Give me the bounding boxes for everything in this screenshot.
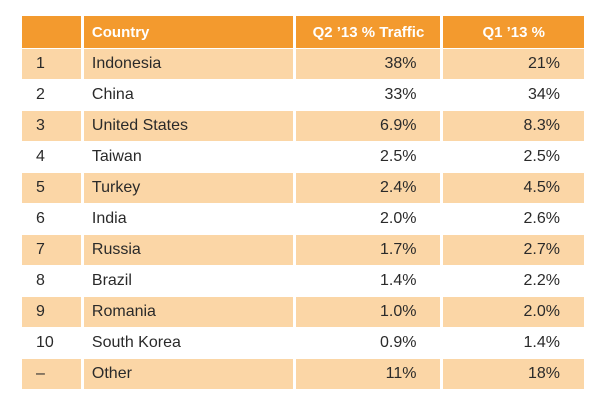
country-cell: Brazil (83, 265, 297, 296)
q2-traffic-cell: 6.9% (296, 110, 444, 141)
q1-traffic-cell: 2.7% (443, 234, 584, 265)
traffic-table-container: Country Q2 ’13 % Traffic Q1 ’13 % 1 Indon… (22, 16, 584, 389)
header-q1-traffic: Q1 ’13 % (443, 16, 584, 48)
q2-traffic-cell: 33% (296, 79, 444, 110)
table-row: 7 Russia 1.7% 2.7% (22, 234, 584, 265)
table-row: 2 China 33% 34% (22, 79, 584, 110)
rank-cell: 7 (22, 234, 84, 265)
table-row: 6 India 2.0% 2.6% (22, 203, 584, 234)
rank-cell: 2 (22, 79, 84, 110)
q1-traffic-cell: 8.3% (443, 110, 584, 141)
q1-traffic-cell: 1.4% (443, 327, 584, 358)
rank-cell: 1 (22, 48, 84, 79)
rank-cell: 4 (22, 141, 84, 172)
country-cell: Turkey (83, 172, 297, 203)
q2-traffic-cell: 2.4% (296, 172, 444, 203)
country-cell: United States (83, 110, 297, 141)
table-row: 1 Indonesia 38% 21% (22, 48, 584, 79)
table-row: 5 Turkey 2.4% 4.5% (22, 172, 584, 203)
q1-traffic-cell: 34% (443, 79, 584, 110)
table-row: 10 South Korea 0.9% 1.4% (22, 327, 584, 358)
q1-traffic-cell: 18% (443, 358, 584, 389)
q1-traffic-cell: 2.6% (443, 203, 584, 234)
country-cell: Taiwan (83, 141, 297, 172)
rank-cell: 6 (22, 203, 84, 234)
q1-traffic-cell: 4.5% (443, 172, 584, 203)
rank-cell: 8 (22, 265, 84, 296)
q1-traffic-cell: 21% (443, 48, 584, 79)
q2-traffic-cell: 38% (296, 48, 444, 79)
country-cell: Other (83, 358, 297, 389)
table-header-row: Country Q2 ’13 % Traffic Q1 ’13 % (22, 16, 584, 48)
table-row: – Other 11% 18% (22, 358, 584, 389)
q2-traffic-cell: 2.5% (296, 141, 444, 172)
traffic-by-country-table: Country Q2 ’13 % Traffic Q1 ’13 % 1 Indon… (22, 16, 584, 389)
q2-traffic-cell: 11% (296, 358, 444, 389)
country-cell: South Korea (83, 327, 297, 358)
q2-traffic-cell: 1.4% (296, 265, 444, 296)
q1-traffic-cell: 2.5% (443, 141, 584, 172)
country-cell: Romania (83, 296, 297, 327)
header-rank (22, 16, 84, 48)
header-country: Country (83, 16, 297, 48)
rank-cell: 5 (22, 172, 84, 203)
country-cell: Russia (83, 234, 297, 265)
q2-traffic-cell: 0.9% (296, 327, 444, 358)
table-row: 8 Brazil 1.4% 2.2% (22, 265, 584, 296)
rank-cell: 10 (22, 327, 84, 358)
q1-traffic-cell: 2.0% (443, 296, 584, 327)
rank-cell: 3 (22, 110, 84, 141)
table-row: 3 United States 6.9% 8.3% (22, 110, 584, 141)
country-cell: India (83, 203, 297, 234)
q2-traffic-cell: 1.7% (296, 234, 444, 265)
q2-traffic-cell: 2.0% (296, 203, 444, 234)
header-q2-traffic: Q2 ’13 % Traffic (296, 16, 444, 48)
rank-cell: – (22, 358, 84, 389)
country-cell: Indonesia (83, 48, 297, 79)
table-body: 1 Indonesia 38% 21% 2 China 33% 34% 3 United Stat… (22, 48, 584, 389)
country-cell: China (83, 79, 297, 110)
rank-cell: 9 (22, 296, 84, 327)
table-row: 4 Taiwan 2.5% 2.5% (22, 141, 584, 172)
table-row: 9 Romania 1.0% 2.0% (22, 296, 584, 327)
q1-traffic-cell: 2.2% (443, 265, 584, 296)
q2-traffic-cell: 1.0% (296, 296, 444, 327)
